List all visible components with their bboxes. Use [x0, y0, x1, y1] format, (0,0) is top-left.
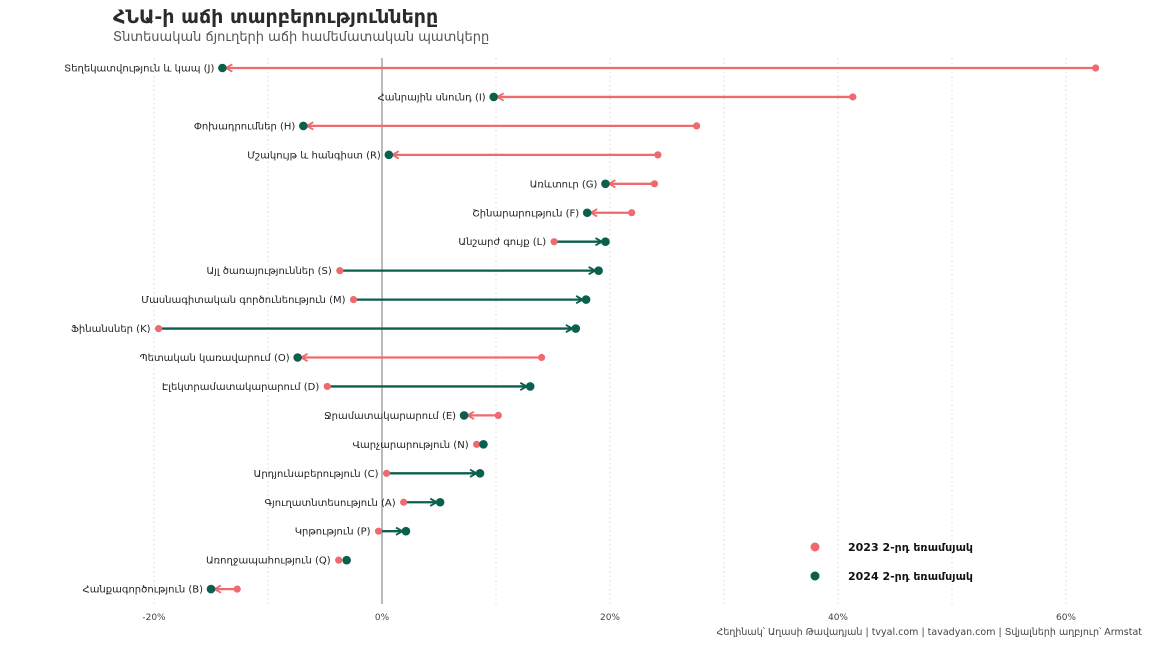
- category-label: Էլեկտրամատակարարում (D): [162, 382, 319, 393]
- point-2023: [538, 353, 546, 362]
- x-tick-label: 0%: [375, 613, 390, 623]
- point-2024: [582, 208, 592, 218]
- point-2024: [475, 469, 485, 478]
- point-2023: [494, 411, 502, 419]
- category-label: Անշարժ գույք (L): [458, 237, 546, 248]
- point-2023: [1092, 64, 1100, 72]
- point-2024: [299, 121, 308, 131]
- point-2024: [601, 179, 610, 189]
- point-2023: [349, 296, 358, 304]
- category-label: Հանքագործություն (B): [83, 585, 204, 596]
- category-label: Այլ ծառայություններ (S): [206, 266, 331, 277]
- category-label: Առողջապահություն (Q): [206, 556, 331, 567]
- point-2024: [342, 555, 351, 565]
- category-label: Մասնագիտական գործունեություն (M): [141, 295, 345, 306]
- category-label: Վարչարարություն (N): [353, 440, 469, 451]
- x-tick-label: 40%: [828, 613, 848, 623]
- category-label: Փոխադրումներ (H): [194, 121, 296, 132]
- point-2023: [550, 238, 558, 246]
- point-2023: [849, 93, 857, 101]
- category-label: Պետական կառավարում (O): [140, 353, 290, 364]
- point-2024: [594, 266, 603, 275]
- legend-2023-label: 2023 2-րդ եռամսյակ: [848, 541, 973, 554]
- point-layer: [154, 63, 1100, 594]
- legend: 2023 2-րդ եռամսյակ 2024 2-րդ եռամսյակ: [810, 541, 973, 583]
- category-label: Առևտուր (G): [530, 179, 598, 190]
- category-label-layer: Տեղեկատվություն և կապ (J) Հանրային սնունդ…: [64, 64, 597, 596]
- point-2023: [323, 382, 331, 391]
- category-label: Տեղեկատվություն և կապ (J): [64, 64, 214, 75]
- point-2024: [218, 63, 227, 73]
- legend-2024-marker: [810, 571, 820, 581]
- grid-layer: [153, 58, 1067, 604]
- point-2024: [401, 526, 411, 536]
- point-2023: [336, 267, 344, 275]
- point-2023: [650, 180, 659, 188]
- point-2023: [233, 585, 241, 593]
- segment-layer: [158, 63, 1096, 594]
- category-label: Ֆինանսներ (K): [71, 324, 151, 335]
- point-2023: [628, 209, 636, 217]
- x-tick-label: 60%: [1056, 613, 1076, 623]
- point-2023: [335, 556, 343, 564]
- chart-title: ՀՆԱ-ի աճի տարբերությունները: [113, 6, 439, 28]
- point-2024: [384, 150, 394, 160]
- point-2024: [489, 92, 499, 102]
- category-label: Հանրային սնունդ (I): [378, 92, 486, 103]
- point-2024: [571, 324, 581, 333]
- category-label: Գյուղատնտեսություն (A): [265, 498, 396, 509]
- point-2024: [459, 411, 469, 420]
- point-2023: [400, 498, 408, 506]
- x-tick-label: -20%: [142, 613, 166, 623]
- chart-subtitle: Տնտեսական ճյուղերի աճի համեմատական պատկե…: [113, 30, 490, 45]
- point-2024: [435, 497, 445, 507]
- point-2024: [479, 440, 488, 449]
- point-2023: [382, 469, 391, 477]
- category-label: Մշակույթ և հանգիստ (R): [247, 150, 381, 161]
- point-2023: [473, 440, 481, 448]
- point-2024: [206, 584, 216, 594]
- category-label: Արդյունաբերություն (C): [254, 469, 379, 480]
- x-tick-label: 20%: [600, 613, 620, 623]
- point-2024: [525, 382, 535, 391]
- category-label: Շինարարություն (F): [472, 208, 579, 219]
- point-2024: [581, 295, 591, 304]
- legend-2024-label: 2024 2-րդ եռամսյակ: [848, 570, 973, 583]
- caption: Հեղինակ՝ Աղասի Թավադյան | tvyal.com | ta…: [716, 627, 1142, 638]
- point-2024: [601, 237, 610, 246]
- category-label: Ջրամատակարարում (E): [324, 411, 456, 422]
- legend-2023-marker: [810, 542, 820, 552]
- point-2023: [654, 151, 662, 159]
- tick-label-layer: -20% 0% 20% 40% 60%: [142, 613, 1076, 623]
- point-2023: [374, 527, 383, 535]
- point-2023: [154, 324, 163, 333]
- point-2024: [293, 353, 302, 362]
- point-2023: [693, 122, 701, 130]
- category-label: Կրթություն (P): [295, 527, 371, 538]
